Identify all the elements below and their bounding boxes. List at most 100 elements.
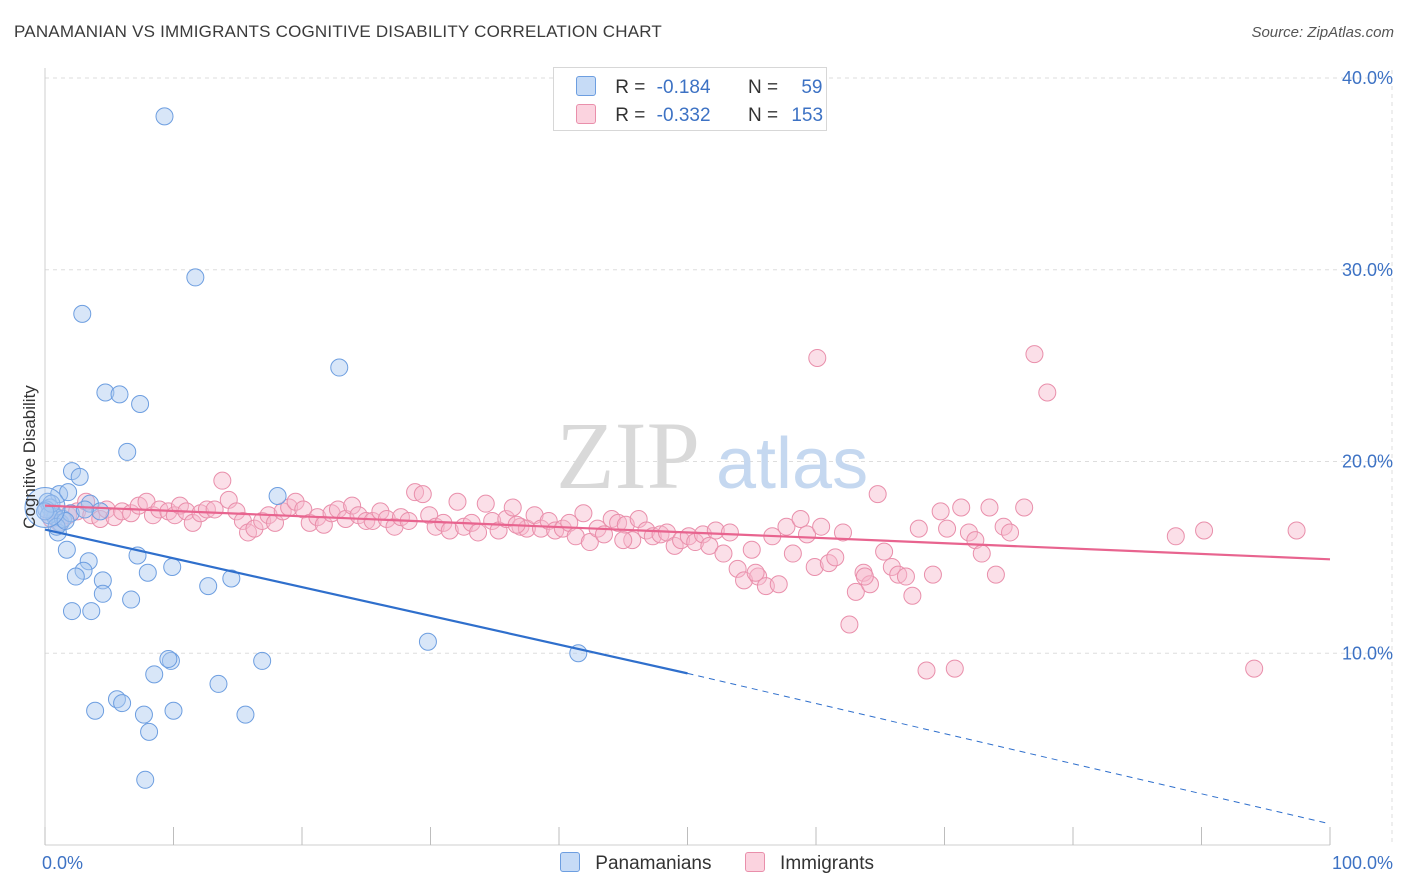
immigrants-point [517, 519, 536, 538]
immigrants-point [503, 498, 522, 517]
immigrants-point [1001, 523, 1020, 542]
watermark: ZIP atlas [556, 402, 868, 509]
immigrants-point [896, 567, 915, 586]
series-label-immigrants: Immigrants [780, 853, 875, 874]
legend-swatch-pink [576, 104, 596, 124]
panamanians-point [59, 483, 78, 502]
legend-r-label: R = [615, 105, 646, 126]
panamanians-point [140, 722, 159, 741]
panamanians-point [75, 500, 94, 519]
immigrants-trend-line [44, 504, 1331, 561]
immigrants-point [931, 502, 950, 521]
panamanians-point [62, 602, 81, 621]
panamanians-point [36, 502, 54, 521]
immigrants-point [840, 615, 859, 634]
panamanians-point [418, 632, 437, 651]
legend-r-value: -0.332 [656, 105, 711, 126]
panamanians-point [253, 651, 272, 670]
immigrants-point [903, 586, 922, 605]
immigrants-point [909, 519, 928, 538]
x-tick-label: 100.0% [1332, 853, 1393, 873]
legend-n-label: N = [747, 105, 779, 126]
immigrants-point [777, 517, 796, 536]
immigrants-point [406, 483, 425, 502]
correlation-legend: R = -0.184 N = 59 R = -0.332 N = 153 [553, 67, 827, 131]
panamanians-point [42, 494, 61, 513]
y-tick-label: 30.0% [1342, 260, 1393, 280]
series-legend-immigrants[interactable]: Immigrants [744, 852, 875, 875]
series-legend-panamanians[interactable]: Panamanians [560, 852, 711, 875]
panamanians-point [57, 540, 76, 559]
panamanians-point [131, 394, 150, 413]
immigrants-point [357, 511, 376, 530]
y-tick-label: 40.0% [1342, 68, 1393, 88]
watermark-atlas: atlas [716, 424, 868, 504]
chart-title: PANAMANIAN VS IMMIGRANTS COGNITIVE DISAB… [14, 22, 662, 41]
immigrants-point [245, 519, 264, 538]
immigrants-point [923, 565, 942, 584]
immigrants-point [413, 485, 432, 504]
series-swatch-pink [744, 852, 765, 872]
panamanians-point [145, 665, 164, 684]
immigrants-point [889, 565, 908, 584]
immigrants-point [855, 567, 874, 586]
immigrants-point [746, 563, 765, 582]
immigrants-point [868, 485, 887, 504]
chart-source: Source: ZipAtlas.com [1251, 24, 1394, 41]
immigrants-point [769, 575, 788, 594]
immigrants-point [343, 496, 362, 515]
immigrants-point [614, 531, 633, 550]
immigrants-point [882, 557, 901, 576]
immigrants-point [539, 511, 558, 530]
axes [44, 68, 1331, 846]
immigrants-point [972, 544, 991, 563]
immigrants-point [532, 519, 551, 538]
panamanians-point [138, 563, 157, 582]
panamanians-trend-line [44, 528, 688, 675]
watermark-zip: ZIP [556, 402, 700, 509]
panamanians-point [209, 674, 228, 693]
immigrants-point [1195, 521, 1214, 540]
immigrants-point [728, 559, 747, 578]
immigrants-point [945, 659, 964, 678]
data-points [24, 107, 1306, 789]
panamanians-point [134, 705, 153, 724]
immigrants-point [1015, 498, 1034, 517]
legend-r-label: R = [615, 77, 646, 98]
immigrants-point [1245, 659, 1264, 678]
panamanians-point [93, 584, 112, 603]
immigrants-point [580, 533, 599, 552]
immigrants-point [1166, 527, 1185, 546]
immigrants-point [700, 536, 719, 555]
immigrants-point [91, 510, 110, 529]
immigrants-point [420, 506, 439, 525]
panamanians-point [91, 502, 110, 521]
legend-swatch-blue [576, 76, 596, 96]
grid-lines [45, 70, 1393, 845]
immigrants-point [791, 510, 810, 529]
immigrants-point [574, 504, 593, 523]
panamanians-point [122, 590, 141, 609]
immigrants-point [986, 565, 1005, 584]
panamanians-point [79, 552, 98, 571]
trend-lines [44, 504, 1331, 825]
immigrants-point [846, 582, 865, 601]
immigrants-point [959, 523, 978, 542]
panamanians-point [56, 511, 75, 530]
immigrants-point [213, 471, 232, 490]
panamanians-point [164, 701, 183, 720]
tick-labels: 10.0% 20.0% 30.0% 40.0% 0.0% 100.0% [42, 68, 1393, 873]
immigrants-point [286, 492, 305, 511]
legend-row-panamanians: R = -0.184 N = 59 [576, 76, 822, 99]
immigrants-point [1287, 521, 1306, 540]
panamanians-point [199, 577, 218, 596]
immigrants-point [826, 548, 845, 567]
immigrants-point [783, 544, 802, 563]
panamanians-point [73, 304, 92, 323]
y-axis-title: Cognitive Disability [20, 385, 39, 529]
immigrants-point [363, 511, 382, 530]
x-tick-label: 0.0% [42, 853, 83, 873]
panamanians-point [82, 602, 101, 621]
legend-row-immigrants: R = -0.332 N = 153 [576, 104, 823, 127]
